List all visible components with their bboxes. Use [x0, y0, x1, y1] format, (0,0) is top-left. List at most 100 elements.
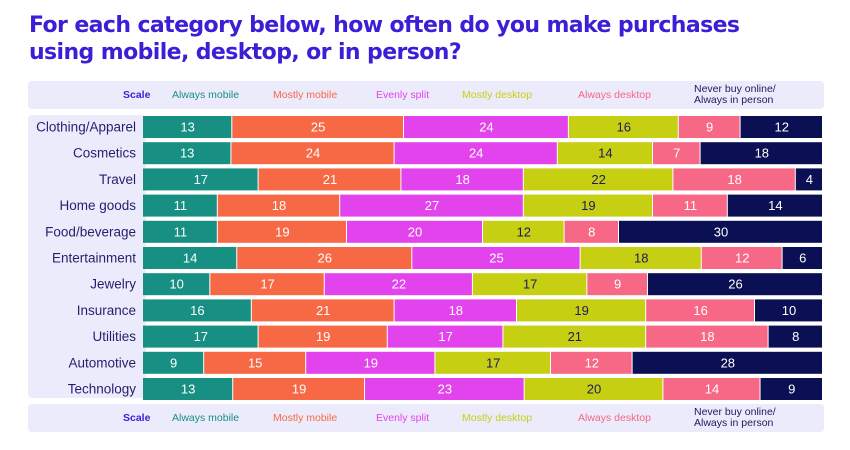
data-label-technology-always-mobile: 13 [181, 382, 195, 397]
bar-technology-always-desktop [663, 378, 760, 400]
data-label-technology-evenly-split: 23 [438, 382, 452, 397]
bar-utilities-always-desktop [646, 325, 768, 348]
data-label-utilities-never-buy-online-always-in-person: 8 [792, 329, 799, 344]
bar-home-goods-mostly-mobile [217, 194, 340, 217]
data-label-home-goods-mostly-mobile: 18 [272, 198, 286, 213]
bar-food-beverage-evenly-split [347, 220, 482, 243]
data-label-entertainment-mostly-mobile: 26 [318, 251, 332, 266]
data-label-travel-mostly-mobile: 21 [323, 172, 337, 187]
data-label-travel-always-desktop: 18 [727, 172, 741, 187]
data-label-food-beverage-always-mobile: 11 [174, 224, 188, 239]
bar-home-goods-evenly-split [340, 194, 523, 217]
legend-always-desktop: Always desktop [578, 89, 651, 101]
bar-home-goods-always-mobile [143, 194, 217, 217]
category-label-travel: Travel [99, 172, 136, 187]
legend-evenly-split: Evenly split [376, 89, 430, 101]
bar-automotive-always-mobile [143, 351, 204, 374]
data-label-technology-mostly-desktop: 20 [587, 382, 601, 397]
bar-jewelry-always-desktop [587, 273, 647, 296]
data-label-jewelry-never-buy-online-always-in-person: 26 [728, 277, 742, 292]
bar-home-goods-always-desktop [653, 194, 727, 217]
bar-technology-mostly-desktop [524, 378, 663, 400]
bar-cosmetics-mostly-desktop [557, 142, 652, 165]
bar-automotive-never-buy-online-always-in-person [632, 351, 822, 374]
bar-clothing-apparel-always-desktop [678, 116, 740, 138]
bar-clothing-apparel-never-buy-online-always-in-person [740, 116, 822, 138]
data-label-utilities-mostly-mobile: 19 [316, 329, 330, 344]
bar-insurance-mostly-mobile [251, 299, 394, 322]
bar-cosmetics-always-mobile [143, 142, 231, 165]
bar-entertainment-mostly-mobile [237, 247, 412, 269]
category-label-entertainment: Entertainment [52, 251, 136, 266]
bar-cosmetics-evenly-split [394, 142, 557, 165]
category-label-automotive: Automotive [68, 355, 136, 370]
data-label-home-goods-never-buy-online-always-in-person: 14 [768, 198, 782, 213]
category-label-clothing-apparel: Clothing/Apparel [36, 120, 136, 135]
bar-jewelry-always-mobile [143, 273, 210, 296]
data-label-travel-evenly-split: 18 [455, 172, 469, 187]
bar-travel-never-buy-online-always-in-person [795, 168, 822, 191]
data-label-clothing-apparel-evenly-split: 24 [479, 120, 493, 135]
data-label-automotive-always-desktop: 12 [585, 355, 599, 370]
data-label-clothing-apparel-always-desktop: 9 [706, 120, 713, 135]
bar-utilities-always-mobile [143, 325, 258, 348]
data-label-technology-never-buy-online-always-in-person: 9 [788, 382, 795, 397]
data-label-cosmetics-mostly-mobile: 24 [306, 146, 320, 161]
data-label-entertainment-evenly-split: 25 [489, 251, 503, 266]
data-label-utilities-always-mobile: 17 [194, 329, 208, 344]
data-label-home-goods-always-mobile: 11 [174, 198, 188, 213]
bar-utilities-never-buy-online-always-in-person [768, 325, 822, 348]
legend-never-online: Never buy online/ Always in person [694, 83, 776, 106]
data-label-home-goods-evenly-split: 27 [425, 198, 439, 213]
data-label-clothing-apparel-never-buy-online-always-in-person: 12 [775, 120, 789, 135]
chart-title: For each category below, how often do yo… [29, 13, 740, 65]
category-label-panel [28, 115, 146, 398]
data-label-jewelry-always-mobile: 10 [169, 277, 183, 292]
data-label-food-beverage-never-buy-online-always-in-person: 30 [714, 224, 728, 239]
data-label-insurance-mostly-desktop: 19 [574, 303, 588, 318]
data-label-entertainment-never-buy-online-always-in-person: 6 [799, 251, 806, 266]
data-label-clothing-apparel-mostly-mobile: 25 [311, 120, 325, 135]
bar-clothing-apparel-mostly-mobile [232, 116, 404, 138]
data-label-travel-never-buy-online-always-in-person: 4 [806, 172, 813, 187]
bar-automotive-always-desktop [551, 351, 632, 374]
data-label-technology-mostly-mobile: 19 [292, 382, 306, 397]
bar-travel-mostly-desktop [523, 168, 673, 191]
bar-insurance-mostly-desktop [517, 299, 646, 322]
bar-food-beverage-mostly-desktop [483, 220, 564, 243]
legend-mostly-mobile: Mostly mobile [273, 89, 338, 101]
bar-food-beverage-never-buy-online-always-in-person [619, 220, 822, 243]
bar-travel-always-mobile [143, 168, 258, 191]
bar-utilities-mostly-mobile [258, 325, 387, 348]
data-label-jewelry-always-desktop: 9 [614, 277, 621, 292]
legend-evenly-split: Evenly split [376, 412, 430, 424]
bar-clothing-apparel-evenly-split [404, 116, 568, 138]
bar-utilities-evenly-split [387, 325, 503, 348]
legend-mostly-desktop: Mostly desktop [462, 412, 533, 424]
bar-clothing-apparel-mostly-desktop [568, 116, 678, 138]
data-label-travel-always-mobile: 17 [194, 172, 208, 187]
bar-entertainment-mostly-desktop [580, 247, 701, 269]
bar-automotive-mostly-mobile [204, 351, 306, 374]
scale-label: Scale [123, 412, 151, 424]
data-label-insurance-mostly-mobile: 21 [316, 303, 330, 318]
bar-jewelry-evenly-split [324, 273, 472, 296]
bar-entertainment-always-desktop [701, 247, 782, 269]
bar-travel-mostly-mobile [258, 168, 401, 191]
bar-travel-evenly-split [401, 168, 523, 191]
bar-entertainment-always-mobile [143, 247, 237, 269]
data-label-home-goods-always-desktop: 11 [684, 198, 698, 213]
bar-technology-evenly-split [365, 378, 524, 400]
scale-legend-top: Scale Always mobile Mostly mobile Evenly… [28, 81, 824, 109]
category-label-jewelry: Jewelry [90, 277, 136, 292]
bar-jewelry-never-buy-online-always-in-person [647, 273, 822, 296]
bar-technology-always-mobile [143, 378, 233, 400]
bar-utilities-mostly-desktop [503, 325, 646, 348]
bar-clothing-apparel-always-mobile [143, 116, 232, 138]
data-label-jewelry-mostly-mobile: 17 [260, 277, 274, 292]
legend-always-desktop: Always desktop [578, 412, 651, 424]
data-label-technology-always-desktop: 14 [705, 382, 719, 397]
data-label-clothing-apparel-always-mobile: 13 [180, 120, 194, 135]
data-label-insurance-always-mobile: 16 [190, 303, 204, 318]
